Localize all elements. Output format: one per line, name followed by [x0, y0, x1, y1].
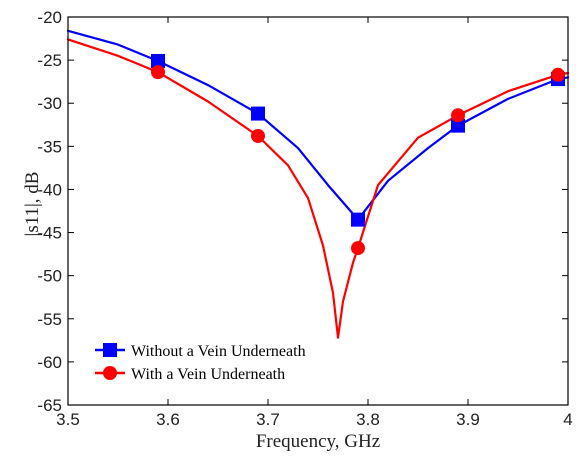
legend-label-with-vein: With a Vein Underneath [131, 366, 285, 383]
x-tick-label: 3.9 [456, 410, 480, 429]
x-tick-label: 3.5 [56, 410, 80, 429]
axis-ticks [67, 16, 569, 406]
data-point-square [151, 53, 165, 68]
x-tick-label: 4 [563, 410, 572, 429]
series-line-1 [66, 29, 570, 221]
y-tick-label: -55 [37, 310, 62, 329]
y-tick-label: -40 [37, 180, 62, 199]
data-point-square [351, 212, 365, 227]
y-axis-label: |s11|, dB [22, 172, 43, 237]
y-tick-label: -20 [37, 8, 62, 27]
y-tick-labels: -20 -25 -30 -35 -40 -45 -50 -55 -60 -65 [37, 8, 62, 415]
y-tick-label: -65 [37, 396, 62, 415]
legend-label-without-vein: Without a Vein Underneath [131, 343, 306, 360]
y-tick-label: -30 [37, 94, 62, 113]
x-axis-label: Frequency, GHz [256, 431, 380, 452]
y-tick-label: -25 [37, 51, 62, 70]
x-tick-label: 3.6 [156, 410, 180, 429]
data-point-circle [551, 67, 565, 82]
x-tick-labels: 3.5 3.6 3.7 3.8 3.9 4 [56, 410, 573, 429]
series-markers [151, 53, 565, 256]
data-point-circle [451, 108, 465, 123]
data-point-square [251, 106, 265, 121]
x-tick-label: 3.8 [356, 410, 380, 429]
data-point-circle [351, 241, 365, 256]
data-point-square [451, 118, 465, 133]
data-point-circle [151, 65, 165, 80]
y-tick-label: -35 [37, 137, 62, 156]
data-point-circle [251, 128, 265, 143]
legend-marker-circle-icon [103, 366, 117, 380]
y-tick-label: -45 [37, 224, 62, 243]
y-tick-label: -50 [37, 267, 62, 286]
legend: Without a Vein Underneath With a Vein Un… [95, 343, 306, 383]
y-tick-label: -60 [37, 353, 62, 372]
x-tick-label: 3.7 [256, 410, 280, 429]
legend-marker-square-icon [103, 343, 117, 357]
plot-frame [67, 16, 569, 406]
